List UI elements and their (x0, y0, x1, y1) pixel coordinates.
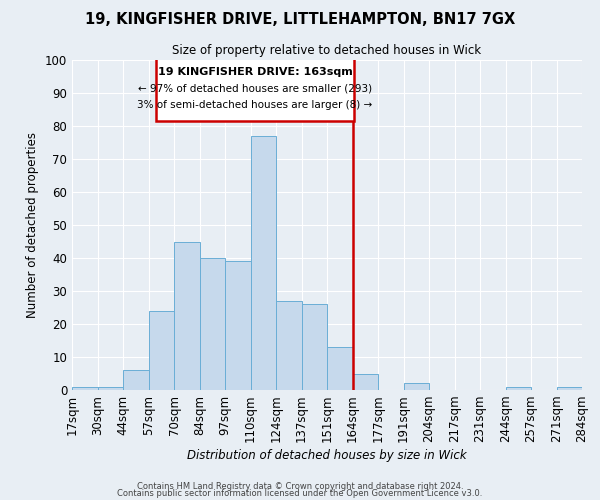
Bar (72, 386, 97, 390)
Bar (353, 374, 378, 390)
Text: Contains HM Land Registry data © Crown copyright and database right 2024.: Contains HM Land Registry data © Crown c… (137, 482, 463, 491)
X-axis label: Distribution of detached houses by size in Wick: Distribution of detached houses by size … (187, 450, 467, 462)
Title: Size of property relative to detached houses in Wick: Size of property relative to detached ho… (172, 44, 482, 58)
Bar (404, 384, 429, 390)
Bar (327, 347, 353, 390)
Text: 3% of semi-detached houses are larger (8) →: 3% of semi-detached houses are larger (8… (137, 100, 373, 110)
Bar (302, 304, 327, 390)
Bar (123, 370, 149, 390)
Y-axis label: Number of detached properties: Number of detached properties (26, 132, 40, 318)
Bar (225, 262, 251, 390)
Text: 19, KINGFISHER DRIVE, LITTLEHAMPTON, BN17 7GX: 19, KINGFISHER DRIVE, LITTLEHAMPTON, BN1… (85, 12, 515, 28)
Bar (97, 386, 123, 390)
Bar (199, 258, 225, 390)
Text: Contains public sector information licensed under the Open Government Licence v3: Contains public sector information licen… (118, 490, 482, 498)
Bar (505, 386, 531, 390)
Text: 19 KINGFISHER DRIVE: 163sqm: 19 KINGFISHER DRIVE: 163sqm (158, 66, 352, 76)
Bar (149, 311, 174, 390)
Bar (174, 242, 199, 390)
Bar (251, 136, 276, 390)
Bar (156, 58, 354, 121)
Bar (557, 386, 582, 390)
Text: ← 97% of detached houses are smaller (293): ← 97% of detached houses are smaller (29… (138, 83, 372, 93)
Bar (276, 301, 302, 390)
